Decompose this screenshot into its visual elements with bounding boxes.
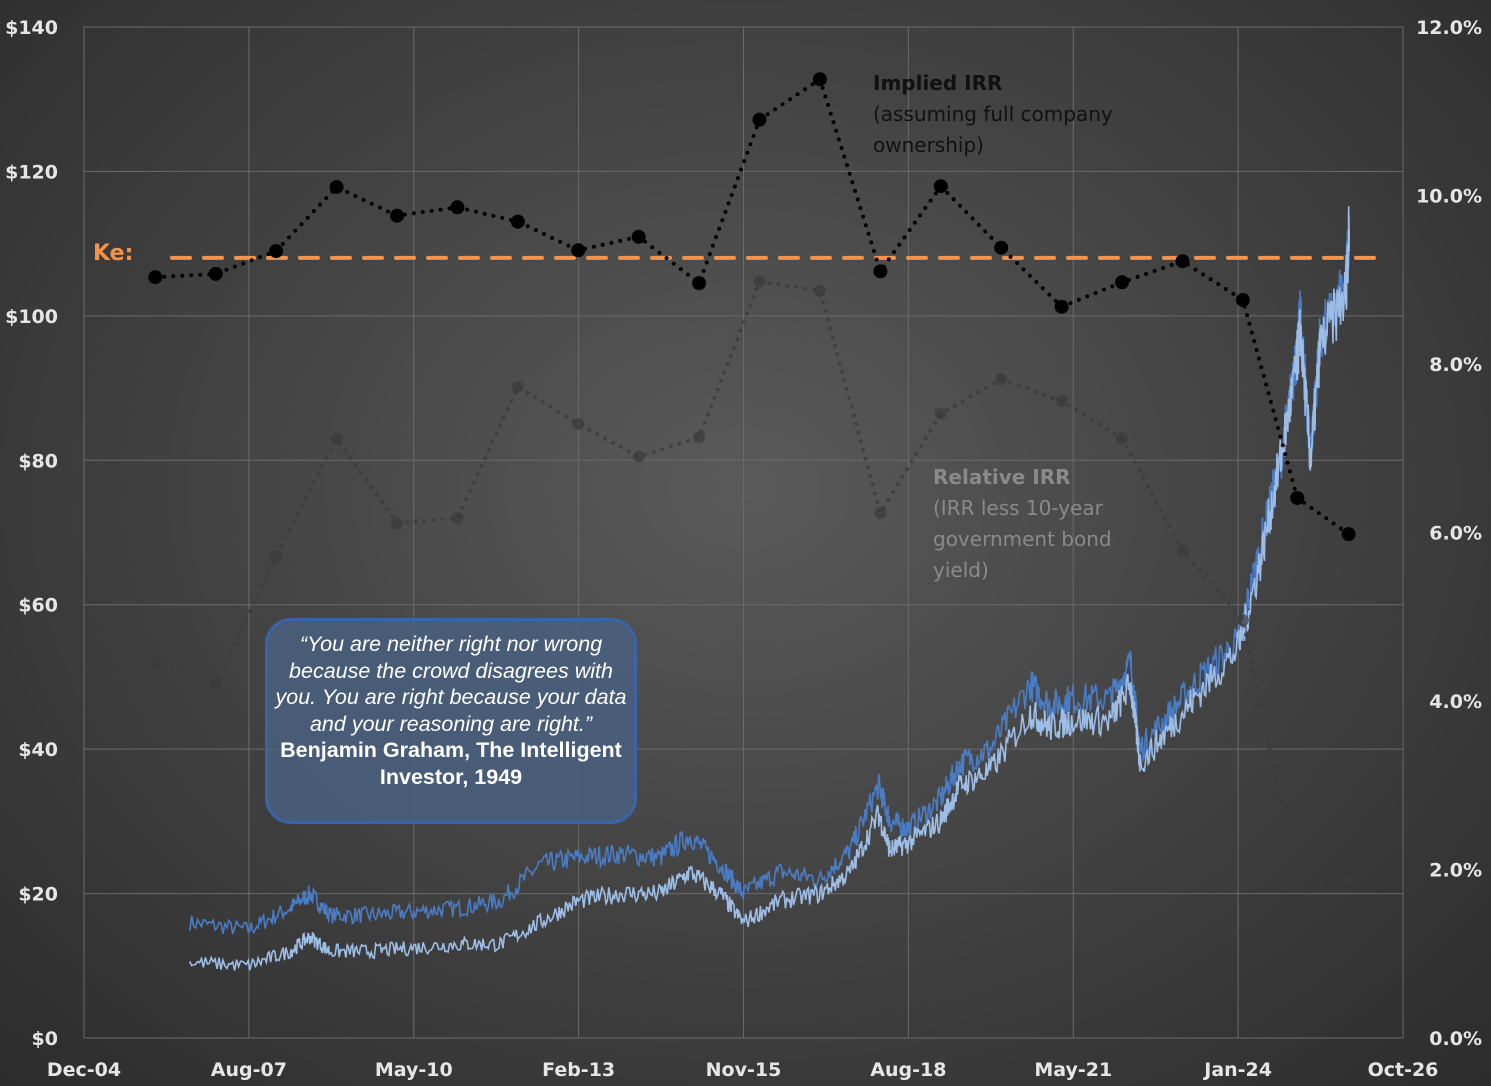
x-tick-label: May-21 [1034, 1059, 1112, 1081]
x-tick-label: Oct-26 [1368, 1059, 1439, 1081]
relative-irr-point [270, 550, 283, 563]
implied-irr-point [510, 214, 525, 229]
relative-irr-point [451, 512, 464, 525]
relative-irr-point [995, 373, 1008, 386]
relative-irr-line-1: (IRR less 10-year [933, 496, 1103, 520]
x-tick-label: Aug-07 [211, 1059, 287, 1081]
relative-irr-annotation: Relative IRR (IRR less 10-year governmen… [933, 462, 1112, 586]
relative-irr-point [149, 656, 162, 669]
relative-irr-point [874, 507, 887, 520]
left-tick-label: $140 [5, 17, 58, 39]
x-tick-label: Dec-04 [47, 1059, 121, 1081]
relative-irr-title: Relative IRR [933, 465, 1071, 489]
price-line [188, 206, 1350, 971]
left-tick-label: $80 [18, 450, 58, 472]
relative-irr-point [1342, 873, 1355, 886]
implied-irr-point [873, 264, 888, 279]
right-tick-label: 12.0% [1416, 17, 1482, 39]
implied-irr-point [329, 180, 344, 195]
implied-irr-point [1115, 275, 1130, 290]
x-tick-label: May-10 [375, 1059, 453, 1081]
quote-box: “You are neither right nor wrong because… [265, 618, 637, 824]
right-tick-label: 0.0% [1429, 1028, 1482, 1050]
price-line [188, 211, 1350, 935]
left-tick-label: $40 [18, 739, 58, 761]
relative-irr-line-3: yield) [933, 558, 989, 582]
left-tick-label: $20 [18, 884, 58, 906]
relative-irr-point [1055, 395, 1068, 408]
x-tick-label: Aug-18 [870, 1059, 946, 1081]
relative-irr-point [572, 417, 585, 430]
implied-irr-title: Implied IRR [873, 71, 1003, 95]
relative-irr-point [934, 407, 947, 420]
relative-irr-point [753, 275, 766, 288]
implied-irr-annotation: Implied IRR (assuming full company owner… [873, 68, 1113, 161]
relative-irr-point [390, 517, 403, 530]
implied-irr-line-1: (assuming full company [873, 102, 1113, 126]
x-tick-label: Nov-15 [706, 1059, 782, 1081]
relative-irr-point [209, 677, 222, 690]
implied-irr-line [153, 76, 1351, 537]
relative-irr-point [330, 432, 343, 445]
relative-irr-line-2: government bond [933, 527, 1112, 551]
relative-irr-point [1236, 614, 1249, 627]
relative-irr-point [693, 431, 706, 444]
implied-irr-point [1175, 254, 1190, 269]
x-tick-label: Jan-24 [1202, 1059, 1272, 1081]
implied-irr-point [692, 276, 707, 291]
implied-irr-point [752, 112, 767, 127]
relative-irr-point [813, 284, 826, 297]
implied-irr-point [208, 266, 223, 281]
relative-irr-point [1116, 432, 1129, 445]
implied-irr-point [1054, 299, 1069, 314]
implied-irr-point [1341, 527, 1356, 542]
right-tick-label: 6.0% [1429, 523, 1482, 545]
implied-irr-point [631, 229, 646, 244]
implied-irr-point [450, 200, 465, 215]
quote-text: “You are neither right nor wrong because… [275, 632, 627, 736]
relative-irr-point [1176, 544, 1189, 557]
right-tick-label: 8.0% [1429, 354, 1482, 376]
right-tick-label: 4.0% [1429, 691, 1482, 713]
implied-irr-point [1235, 292, 1250, 307]
left-tick-label: $120 [5, 161, 58, 183]
implied-irr-point [269, 244, 284, 259]
quote-author: Benjamin Graham, The Intelligent Investo… [280, 738, 622, 789]
left-tick-label: $0 [32, 1028, 58, 1050]
left-tick-label: $100 [5, 306, 58, 328]
implied-irr-point [812, 72, 827, 87]
left-tick-label: $60 [18, 595, 58, 617]
implied-irr-point [1290, 490, 1305, 505]
implied-irr-point [994, 240, 1009, 255]
implied-irr-point [148, 270, 163, 285]
right-tick-label: 10.0% [1416, 186, 1482, 208]
relative-irr-point [1291, 878, 1304, 891]
implied-irr-point [571, 243, 586, 258]
x-tick-label: Feb-13 [542, 1059, 615, 1081]
relative-irr-point [511, 380, 524, 393]
implied-irr-point [389, 208, 404, 223]
relative-irr-point [632, 450, 645, 463]
implied-irr-point [933, 179, 948, 194]
ke-label: Ke: [93, 241, 134, 266]
implied-irr-line-2: ownership) [873, 133, 984, 157]
right-tick-label: 2.0% [1429, 860, 1482, 882]
